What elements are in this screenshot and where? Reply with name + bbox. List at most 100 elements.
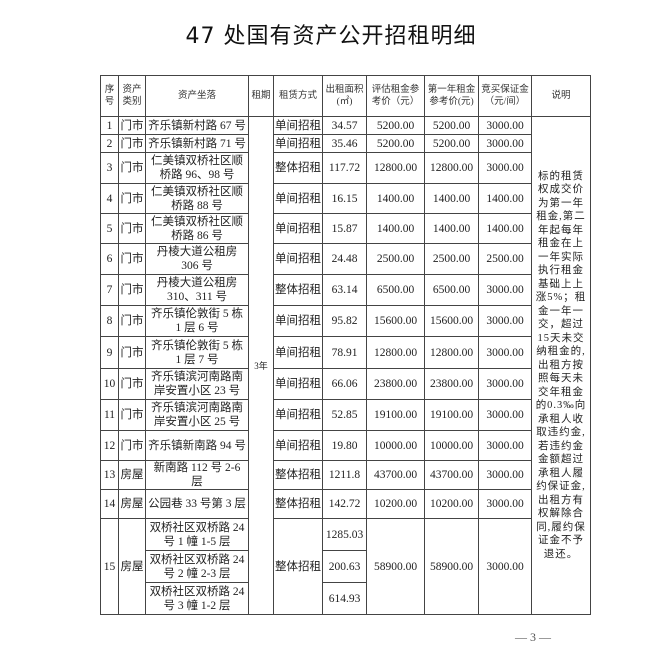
first-year-rent: 5200.00 (424, 134, 479, 153)
column-header: 序号 (100, 75, 119, 117)
table-row: 10 门市 齐乐镇滨河南路南岸安置小区 23 号单间招租 66.06 23800.00 2… (100, 368, 591, 400)
asset-type: 门市 (118, 183, 146, 214)
rental-area: 66.06 (322, 368, 367, 400)
first-year-rent: 1400.00 (424, 183, 479, 214)
asset-location: 双桥社区双桥路 24 号 1 幢 1-5 层 (145, 518, 249, 551)
rental-method: 整体招租 (273, 518, 323, 615)
evaluated-rent: 12800.00 (366, 336, 425, 369)
table-row: 7 门市 丹棱大道公租房 310、311 号整体招租 63.14 6500.00 6500… (100, 274, 591, 306)
column-header: 竞买保证金（元/间） (478, 75, 532, 117)
evaluated-rent: 15600.00 (366, 305, 425, 337)
first-year-rent: 12800.00 (424, 152, 479, 184)
rental-area: 19.80 (322, 430, 367, 461)
asset-type: 门市 (118, 305, 146, 337)
first-year-rent: 10200.00 (424, 489, 479, 519)
asset-type: 门市 (118, 134, 146, 153)
column-header: 出租面积(㎡) (322, 75, 367, 117)
rental-method: 单间招租 (273, 430, 323, 461)
rental-area: 16.15 (322, 183, 367, 214)
asset-type: 门市 (118, 116, 146, 135)
deposit: 3000.00 (478, 368, 532, 400)
deposit: 3000.00 (478, 489, 532, 519)
asset-type: 房屋 (118, 460, 146, 490)
rental-method: 单间招租 (273, 336, 323, 369)
table-row: 2 门市 齐乐镇新村路 71 号单间招租 35.46 5200.00 5200.00 300… (100, 134, 591, 153)
rental-area: 15.87 (322, 213, 367, 244)
table-row: 双桥社区双桥路 24 号 3 幢 1-2 层 614.93 (101, 582, 591, 615)
column-header: 说明 (531, 75, 591, 117)
rental-method: 单间招租 (273, 305, 323, 337)
column-header: 租期 (248, 75, 274, 117)
asset-location: 新南路 112 号 2-6 层 (145, 460, 249, 490)
deposit: 3000.00 (478, 460, 532, 490)
rental-method: 整体招租 (273, 152, 323, 184)
rent-period: 3年 (248, 116, 274, 615)
rental-area: 95.82 (322, 305, 367, 337)
first-year-rent: 1400.00 (424, 213, 479, 244)
first-year-rent: 10000.00 (424, 430, 479, 461)
first-year-rent: 19100.00 (424, 399, 479, 431)
table-row: 3 门市 仁美镇双桥社区顺桥路 96、98 号整体招租 117.72 12800.00 1… (100, 152, 591, 184)
row-number: 7 (100, 274, 119, 306)
row-number: 14 (100, 489, 119, 519)
asset-type: 房屋 (118, 518, 146, 615)
deposit: 3000.00 (478, 116, 532, 135)
table-row: 9 门市 齐乐镇伦敦街 5 栋 1 层 7 号单间招租 78.91 12800.00 12… (100, 336, 591, 369)
table-row: 15 房屋 双桥社区双桥路 24 号 1 幢 1-5 层整体招租 1285.03 589… (100, 518, 591, 615)
evaluated-rent: 23800.00 (366, 368, 425, 400)
column-header: 资产坐落 (145, 75, 249, 117)
deposit: 2500.00 (478, 243, 532, 275)
asset-location: 齐乐镇滨河南路南岸安置小区 25 号 (145, 399, 249, 431)
rental-method: 单间招租 (273, 183, 323, 214)
column-header: 租赁方式 (273, 75, 323, 117)
deposit: 1400.00 (478, 213, 532, 244)
table-row: 11 门市 齐乐镇滨河南路南岸安置小区 25 号单间招租 52.85 19100.00 1… (100, 399, 591, 431)
column-header: 评估租金参考价（元） (366, 75, 425, 117)
rental-area: 35.46 (322, 134, 367, 153)
asset-location: 齐乐镇新村路 71 号 (145, 134, 249, 153)
rental-method: 单间招租 (273, 213, 323, 244)
row-number: 5 (100, 213, 119, 244)
column-header: 资产类别 (118, 75, 146, 117)
asset-location: 齐乐镇新南路 94 号 (145, 430, 249, 461)
asset-type: 门市 (118, 430, 146, 461)
row-number: 9 (100, 336, 119, 369)
rental-area: 614.93 (322, 582, 367, 615)
asset-type: 门市 (118, 274, 146, 306)
row-number: 2 (100, 134, 119, 153)
asset-rental-table: 序号 资产类别 资产坐落 租期 租赁方式 出租面积(㎡) 评估租金参考价（元） 第一年租金参考… (100, 75, 591, 615)
rental-method: 单间招租 (273, 134, 323, 153)
row-number: 6 (100, 243, 119, 275)
asset-location: 齐乐镇新村路 67 号 (145, 116, 249, 135)
page-title: 47 处国有资产公开招租明细 (185, 24, 477, 49)
rental-area: 24.48 (322, 243, 367, 275)
first-year-rent: 15600.00 (424, 305, 479, 337)
asset-location: 仁美镇双桥社区顺桥路 86 号 (145, 213, 249, 244)
asset-type: 房屋 (118, 489, 146, 519)
rental-method: 单间招租 (273, 116, 323, 135)
asset-location: 齐乐镇滨河南路南岸安置小区 23 号 (145, 368, 249, 400)
row-number: 13 (100, 460, 119, 490)
evaluated-rent: 1400.00 (366, 213, 425, 244)
table-row: 4 门市 仁美镇双桥社区顺桥路 88 号单间招租 16.15 1400.00 1400.0… (100, 183, 591, 214)
row-number: 1 (100, 116, 119, 135)
evaluated-rent: 2500.00 (366, 243, 425, 275)
table-row: 8 门市 齐乐镇伦敦街 5 栋 1 层 6 号单间招租 95.82 15600.00 15… (100, 305, 591, 337)
asset-location: 公园巷 33 号第 3 层 (145, 489, 249, 519)
evaluated-rent: 43700.00 (366, 460, 425, 490)
rental-area: 200.63 (322, 550, 367, 583)
asset-type: 门市 (118, 152, 146, 184)
row-number: 3 (100, 152, 119, 184)
evaluated-rent: 5200.00 (366, 116, 425, 135)
deposit: 3000.00 (478, 430, 532, 461)
evaluated-rent: 19100.00 (366, 399, 425, 431)
asset-location: 双桥社区双桥路 24 号 2 幢 2-3 层 (145, 550, 249, 583)
row-number: 12 (100, 430, 119, 461)
asset-location: 丹棱大道公租房 310、311 号 (145, 274, 249, 306)
rental-area: 1211.8 (322, 460, 367, 490)
rental-area: 78.91 (322, 336, 367, 369)
deposit: 3000.00 (478, 274, 532, 306)
rental-area: 52.85 (322, 399, 367, 431)
first-year-rent: 6500.00 (424, 274, 479, 306)
first-year-rent: 58900.00 (424, 518, 479, 615)
